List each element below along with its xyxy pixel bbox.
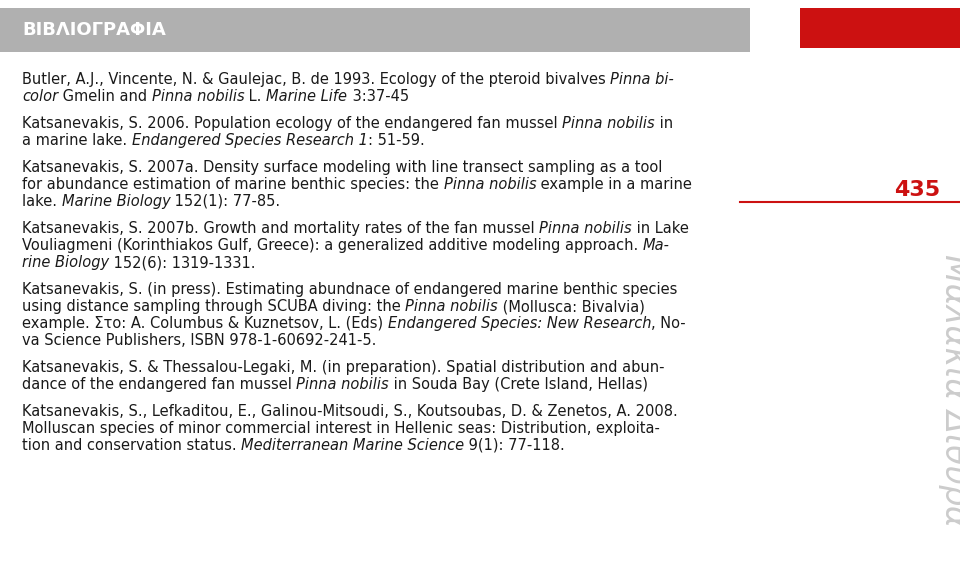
Text: Katsanevakis, S. 2007b. Growth and mortality rates of the fan mussel: Katsanevakis, S. 2007b. Growth and morta… — [22, 221, 540, 236]
Text: in: in — [655, 116, 673, 131]
Text: Pinna nobilis: Pinna nobilis — [540, 221, 632, 236]
Text: lake.: lake. — [22, 194, 61, 209]
Text: Katsanevakis, S. & Thessalou-Legaki, M. (in preparation). Spatial distribution a: Katsanevakis, S. & Thessalou-Legaki, M. … — [22, 360, 664, 375]
Text: color: color — [22, 89, 59, 104]
Text: Pinna nobilis: Pinna nobilis — [444, 177, 536, 192]
Text: tion and conservation status.: tion and conservation status. — [22, 438, 241, 453]
Text: 152(1): 77-85.: 152(1): 77-85. — [170, 194, 280, 209]
Text: dance of the endangered fan mussel: dance of the endangered fan mussel — [22, 377, 297, 392]
Text: Katsanevakis, S. 2006. Population ecology of the endangered fan mussel: Katsanevakis, S. 2006. Population ecolog… — [22, 116, 563, 131]
Text: Katsanevakis, S. 2007a. Density surface modeling with line transect sampling as : Katsanevakis, S. 2007a. Density surface … — [22, 160, 662, 175]
Text: Endangered Species Research 1: Endangered Species Research 1 — [132, 133, 368, 148]
Text: Marine Life: Marine Life — [267, 89, 348, 104]
Text: L.: L. — [245, 89, 267, 104]
Text: , No-: , No- — [651, 316, 685, 331]
Text: 152(6): 1319-1331.: 152(6): 1319-1331. — [109, 255, 255, 270]
Text: Pinna nobilis: Pinna nobilis — [405, 299, 498, 314]
Bar — [0, 8, 750, 52]
Text: : 51-59.: : 51-59. — [368, 133, 424, 148]
Text: Marine Biology: Marine Biology — [61, 194, 170, 209]
Text: Pinna nobilis: Pinna nobilis — [563, 116, 655, 131]
Text: Katsanevakis, S., Lefkaditou, E., Galinou-Mitsoudi, S., Koutsoubas, D. & Zenetos: Katsanevakis, S., Lefkaditou, E., Galino… — [22, 404, 678, 419]
Text: in Lake: in Lake — [632, 221, 688, 236]
Text: Endangered Species: New Research: Endangered Species: New Research — [388, 316, 651, 331]
Text: Mediterranean Marine Science: Mediterranean Marine Science — [241, 438, 465, 453]
Text: Molluscan species of minor commercial interest in Hellenic seas: Distribution, e: Molluscan species of minor commercial in… — [22, 421, 660, 436]
Text: example in a marine: example in a marine — [536, 177, 692, 192]
Text: example. Στο: A. Columbus & Kuznetsov, L. (Eds): example. Στο: A. Columbus & Kuznetsov, L… — [22, 316, 388, 331]
Text: (Mollusca: Bivalvia): (Mollusca: Bivalvia) — [498, 299, 645, 314]
Text: using distance sampling through SCUBA diving: the: using distance sampling through SCUBA di… — [22, 299, 405, 314]
Text: Vouliagmeni (Korinthiakos Gulf, Greece): a generalized additive modeling approac: Vouliagmeni (Korinthiakos Gulf, Greece):… — [22, 238, 643, 253]
Text: 9(1): 77-118.: 9(1): 77-118. — [465, 438, 565, 453]
Text: for abundance estimation of marine benthic species: the: for abundance estimation of marine benth… — [22, 177, 444, 192]
Text: ΒΙΒΛΙΟΓΡΑΦΙΑ: ΒΙΒΛΙΟΓΡΑΦΙΑ — [22, 21, 166, 39]
Text: Ma-: Ma- — [643, 238, 670, 253]
Text: Katsanevakis, S. (in press). Estimating abundnace of endangered marine benthic s: Katsanevakis, S. (in press). Estimating … — [22, 282, 678, 297]
Text: Pinna nobilis: Pinna nobilis — [152, 89, 245, 104]
Text: Μαλάκια Δίθυρα: Μαλάκια Δίθυρα — [938, 254, 960, 527]
Text: va Science Publishers, ISBN 978-1-60692-241-5.: va Science Publishers, ISBN 978-1-60692-… — [22, 333, 376, 348]
Text: in Souda Bay (Crete Island, Hellas): in Souda Bay (Crete Island, Hellas) — [389, 377, 648, 392]
Text: Butler, A.J., Vincente, N. & Gaulejac, B. de 1993. Ecology of the pteroid bivalv: Butler, A.J., Vincente, N. & Gaulejac, B… — [22, 72, 611, 87]
Text: 3:37-45: 3:37-45 — [348, 89, 409, 104]
Text: Pinna bi-: Pinna bi- — [611, 72, 674, 87]
Bar — [800, 8, 960, 48]
Text: Gmelin and: Gmelin and — [59, 89, 152, 104]
Text: rine Biology: rine Biology — [22, 255, 109, 270]
Text: a marine lake.: a marine lake. — [22, 133, 132, 148]
Text: Pinna nobilis: Pinna nobilis — [297, 377, 389, 392]
Text: 435: 435 — [894, 180, 940, 200]
